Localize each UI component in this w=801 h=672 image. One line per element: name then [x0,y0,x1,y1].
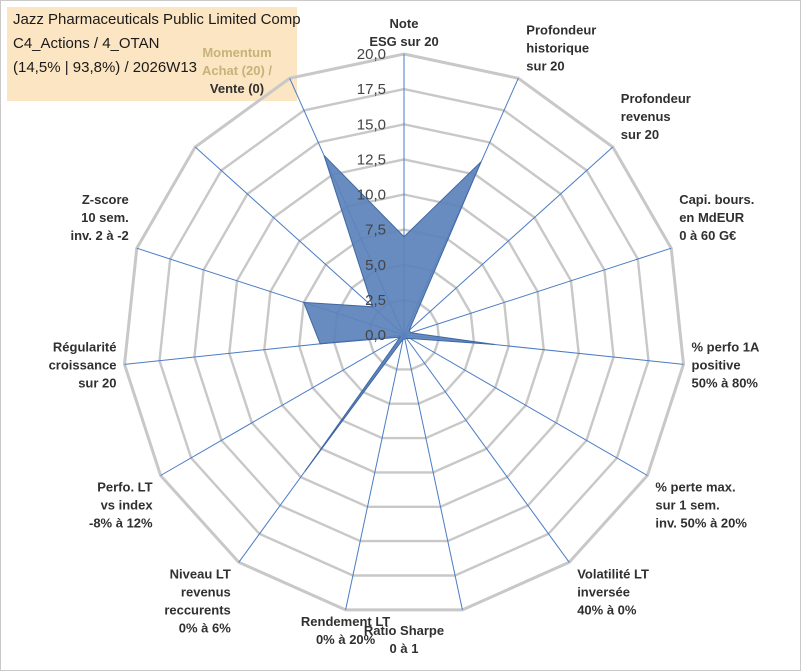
data-area [303,154,495,472]
axis-label-line: sur 20 [526,58,564,73]
axis-label-line: Capi. bours. [679,192,754,207]
axis-spoke [403,334,570,563]
label-layer: Note ESG sur 20 Profondeur historique sur 20… [49,16,760,656]
axis-label: Vente (0) [210,81,264,96]
tick-label: 17,5 [357,81,386,98]
tick-label: 20,0 [357,46,386,63]
axis-label-line: Achat (20) / [202,63,272,78]
axis-label-line: % perfo 1A [692,339,761,354]
grid-ring [297,228,511,440]
company-name: Jazz Pharmaceuticals Public Limited Comp [13,11,301,28]
axis-label-line: 0% à 6% [179,620,231,635]
axis-spoke [194,146,405,336]
tick-label: 2,5 [365,292,386,309]
axis-label-line: Volatilité LT [577,566,649,581]
axis-label-line: croissance [49,357,117,372]
axis-label-line: Régularité [53,339,117,354]
axis-spoke [345,334,405,611]
axis-label-line: ESG sur 20 [369,34,438,49]
axis-label: Note ESG sur 20 [369,16,438,49]
axis-label-line: inv. 2 à -2 [71,228,129,243]
axis-label-line: Perfo. LT [97,480,152,495]
grid-ring [228,158,580,508]
axis-label: Ratio Sharpe 0 à 1 [364,623,444,656]
grid-ring [193,123,615,543]
axis-label-line: % perte max. [655,480,735,495]
axis-label-line: Profondeur [621,91,691,106]
axis-label-line: 40% à 0% [577,602,637,617]
axis-label-line: Z-score [82,192,129,207]
axis-label-line: Vente (0) [210,81,264,96]
axis-label-line: positive [692,357,741,372]
axis-label-line: sur 1 sem. [655,498,719,513]
axis-label-line: reccurents [164,602,230,617]
tick-label: 12,5 [357,151,386,168]
axis-label-line: Ratio Sharpe [364,623,444,638]
axis-spoke [403,247,672,336]
tick-label: 5,0 [365,257,386,274]
axis-label-line: Momentum [202,45,271,60]
tick-label: 10,0 [357,187,386,204]
axis-label-line: 0 à 1 [390,641,419,656]
axis-label-line: revenus [621,109,671,124]
grid-ring [263,193,545,474]
grid-layer [122,52,686,612]
axis-label: Niveau LT revenus reccurents 0% à 6% [164,566,231,635]
axis-spoke [160,334,405,476]
axis-label-line: 50% à 80% [692,375,759,390]
axis-label: % perfo 1A positive 50% à 80% [692,339,761,390]
axis-label: Z-score 10 sem. inv. 2 à -2 [71,192,129,243]
axis-label-line: historique [526,40,589,55]
axis-label-line: Note [390,16,419,31]
axis-label-line: inversée [577,584,630,599]
axis-label-line: inv. 50% à 20% [655,516,747,531]
axis-label: Volatilité LT inversée 40% à 0% [577,566,649,617]
axis-label: Profondeur historique sur 20 [526,22,596,73]
momentum-label: Momentum Achat (20) / [202,45,272,78]
axis-label-line: 0% à 20% [316,632,376,647]
axis-label: Perfo. LT vs index -8% à 12% [89,480,153,531]
axis-label-line: sur 20 [78,375,116,390]
title-box: Jazz Pharmaceuticals Public Limited Comp… [7,7,301,101]
axis-label-line: 0 à 60 G€ [679,228,736,243]
axis-label-line: Rendement LT [301,614,390,629]
axis-label-line: 10 sem. [81,210,129,225]
grid-ring [122,52,686,612]
axis-label: % perte max. sur 1 sem. inv. 50% à 20% [655,480,747,531]
tick-label: 7,5 [365,222,386,239]
grid-ring [332,263,476,405]
axis-label-line: -8% à 12% [89,516,153,531]
stats-line: (14,5% | 93,8%) / 2026W13 [13,59,197,76]
tick-label: 15,0 [357,116,386,133]
tick-layer: 0,0 2,5 5,0 7,5 10,0 12,5 15,0 17,5 20,0 [357,46,386,344]
axis-spoke [403,334,463,611]
tick-label: 0,0 [365,327,386,344]
axis-label-line: en MdEUR [679,210,745,225]
series-layer [303,154,495,472]
axis-label: Rendement LT 0% à 20% [301,614,390,647]
grid-ring [158,87,650,577]
axis-label-line: vs index [101,498,154,513]
axis-label-line: Niveau LT [170,566,231,581]
axis-label: Profondeur revenus sur 20 [621,91,691,142]
axis-label-line: sur 20 [621,127,659,142]
axis-spoke [403,146,614,336]
axis-label: Capi. bours. en MdEUR 0 à 60 G€ [679,192,754,243]
category-line: C4_Actions / 4_OTAN [13,35,160,52]
axis-label-line: revenus [181,584,231,599]
axis-label: Régularité croissance sur 20 [49,339,117,390]
axis-label-line: Profondeur [526,22,596,37]
axis-spoke [403,334,648,476]
